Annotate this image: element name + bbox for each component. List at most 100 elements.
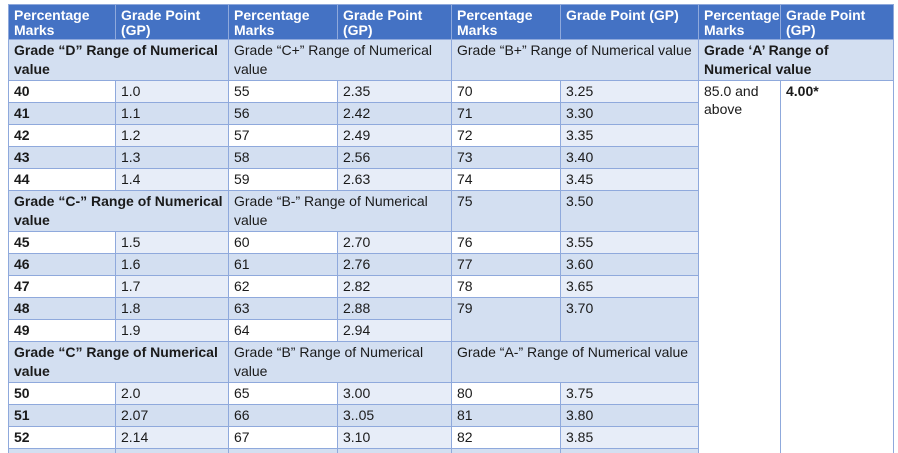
cell-marks: 67: [228, 426, 338, 449]
table-row: 40 1.0 55 2.35 70 3.25 85.0 and above 4.…: [8, 80, 894, 453]
cell-gp: 1.6: [115, 253, 229, 276]
cell-gp: 3.90: [560, 448, 699, 453]
cell-marks: 42: [8, 124, 116, 147]
cell-gp: 1.2: [115, 124, 229, 147]
cell-marks: 40: [8, 80, 116, 103]
cell-marks: 59: [228, 168, 338, 191]
cell-marks: 68: [228, 448, 338, 453]
section-title-grade-d: Grade “D” Range of Numerical value: [8, 39, 229, 81]
cell-gp: 3.75: [560, 382, 699, 405]
column-header-grade-point: Grade Point (GP): [780, 4, 894, 40]
table-row: 48 1.8 63 2.88 79 3.70: [8, 297, 894, 342]
section-header-row: Grade “C-” Range of Numerical value Grad…: [8, 190, 894, 232]
cell-marks: 51: [8, 404, 116, 427]
column-header-grade-point: Grade Point (GP): [115, 4, 229, 40]
cell-gp: 3.30: [560, 102, 699, 125]
cell-marks: 48: [8, 297, 116, 320]
cell-marks: 75: [451, 190, 561, 232]
cell-gp: 1.5: [115, 231, 229, 254]
cell-gp: 2.56: [337, 146, 452, 169]
section-header-row: Grade “C” Range of Numerical value Grade…: [8, 341, 894, 383]
cell-marks: 77: [451, 253, 561, 276]
table-row: 46 1.6 61 2.76 77 3.60: [8, 253, 894, 276]
cell-gp: 2.35: [337, 80, 452, 103]
cell-gp: 3.00: [337, 382, 452, 405]
cell-marks: 71: [451, 102, 561, 125]
cell-marks: 82: [451, 426, 561, 449]
table-row: 44 1.4 59 2.63 74 3.45: [8, 168, 894, 191]
section-title-grade-c: Grade “C” Range of Numerical value: [8, 341, 229, 383]
cell-gp: 2.14: [115, 426, 229, 449]
cell-gp: 2.88: [337, 297, 452, 320]
cell-gp: 3.70: [560, 297, 699, 342]
cell-marks: 58: [228, 146, 338, 169]
cell-gp: 3.45: [560, 168, 699, 191]
cell-gp: 2.70: [337, 231, 452, 254]
cell-gp: 1.1: [115, 102, 229, 125]
cell-gp: 3.80: [560, 404, 699, 427]
section-title-grade-a-minus: Grade “A-” Range of Numerical value: [451, 341, 699, 383]
cell-gp: 3.85: [560, 426, 699, 449]
cell-gp: 3.55: [560, 231, 699, 254]
cell-gp: 3.65: [560, 275, 699, 298]
cell-marks: 44: [8, 168, 116, 191]
cell-gp: 3.15: [337, 448, 452, 453]
cell-marks: 65: [228, 382, 338, 405]
cell-gp: 2.63: [337, 168, 452, 191]
cell-marks: 66: [228, 404, 338, 427]
column-header-percentage-marks: Percentage Marks: [451, 4, 561, 40]
table-row: 43 1.3 58 2.56 73 3.40: [8, 146, 894, 169]
cell-gp: 3.40: [560, 146, 699, 169]
cell-gp: 1.7: [115, 275, 229, 298]
cell-marks: 72: [451, 124, 561, 147]
cell-marks: 61: [228, 253, 338, 276]
cell-gp: 3.60: [560, 253, 699, 276]
cell-gp: 2.94: [337, 319, 452, 342]
column-header-grade-point: Grade Point (GP): [337, 4, 452, 40]
cell-gp: 2.49: [337, 124, 452, 147]
table-row: 45 1.5 60 2.70 76 3.55: [8, 231, 894, 254]
cell-marks: 43: [8, 146, 116, 169]
cell-gp-4-00: 4.00*: [780, 80, 894, 453]
cell-gp: 3.25: [560, 80, 699, 103]
cell-marks: 57: [228, 124, 338, 147]
cell-marks: 74: [451, 168, 561, 191]
cell-gp: 2.82: [337, 275, 452, 298]
column-header-percentage-marks: Percentage Marks: [698, 4, 781, 40]
cell-marks: 83: [451, 448, 561, 453]
section-header-row: Grade “D” Range of Numerical value Grade…: [8, 39, 894, 81]
cell-gp: 1.3: [115, 146, 229, 169]
cell-gp: 2.21: [115, 448, 229, 453]
cell-gp: 2.07: [115, 404, 229, 427]
column-header-grade-point: Grade Point (GP): [560, 4, 699, 40]
column-header-percentage-marks: Percentage Marks: [8, 4, 116, 40]
cell-marks: 79: [451, 297, 561, 342]
section-title-grade-a: Grade ‘A’ Range of Numerical value: [698, 39, 894, 81]
cell-gp: 2.0: [115, 382, 229, 405]
cell-marks: 62: [228, 275, 338, 298]
table-row: 52 2.14 67 3.10 82 3.85: [8, 426, 894, 449]
cell-marks: 50: [8, 382, 116, 405]
cell-marks: 49: [8, 319, 116, 342]
cell-gp: 1.4: [115, 168, 229, 191]
table-row: 53 2.21 68 3.15 83 3.90: [8, 448, 894, 453]
header-row: Percentage Marks Grade Point (GP) Percen…: [8, 4, 894, 40]
cell-marks: 55: [228, 80, 338, 103]
cell-marks: 76: [451, 231, 561, 254]
cell-marks: 56: [228, 102, 338, 125]
cell-marks: 53: [8, 448, 116, 453]
cell-marks: 46: [8, 253, 116, 276]
cell-gp: 3.50: [560, 190, 699, 232]
cell-gp: 3.10: [337, 426, 452, 449]
cell-gp: 3.35: [560, 124, 699, 147]
section-title-grade-c-minus: Grade “C-” Range of Numerical value: [8, 190, 229, 232]
cell-gp: 1.8: [115, 297, 229, 320]
cell-gp: 2.42: [337, 102, 452, 125]
cell-gp: 3..05: [337, 404, 452, 427]
cell-marks-85-and-above: 85.0 and above: [698, 80, 781, 453]
section-title-grade-b-plus: Grade “B+” Range of Numerical value: [451, 39, 699, 81]
cell-marks: 63: [228, 297, 338, 320]
cell-gp: 1.0: [115, 80, 229, 103]
grade-conversion-table: Percentage Marks Grade Point (GP) Percen…: [8, 4, 894, 453]
